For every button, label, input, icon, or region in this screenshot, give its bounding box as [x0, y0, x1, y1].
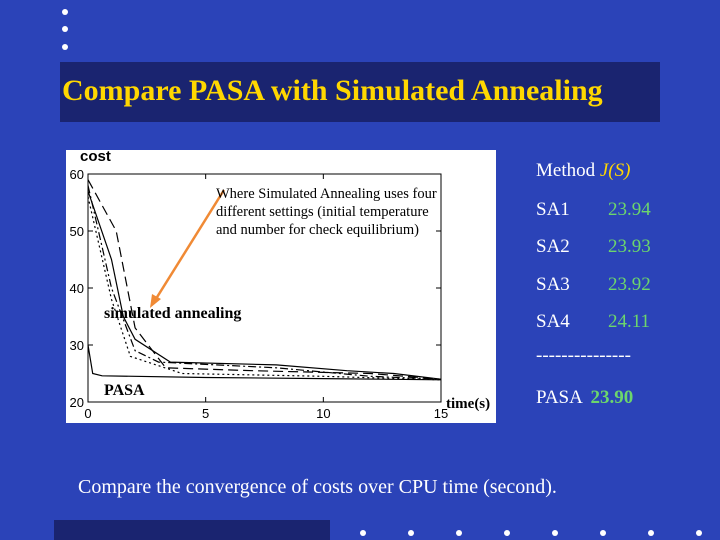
result-value: 24.11 — [608, 311, 651, 332]
decor-dot — [62, 26, 68, 32]
decor-dot — [62, 9, 68, 15]
slide-title: Compare PASA with Simulated Annealing — [62, 74, 603, 107]
pasa-label: PASA — [104, 382, 145, 399]
y-tick-label: 20 — [70, 395, 84, 410]
table-separator: --------------- — [536, 345, 631, 366]
result-method: SA3 — [536, 274, 570, 295]
slide-caption: Compare the convergence of costs over CP… — [78, 476, 557, 498]
footer-bar — [54, 520, 330, 540]
result-row: SA4 — [536, 311, 570, 333]
decor-dot — [696, 530, 702, 536]
chart-callout: Where Simulated Annealing uses four diff… — [216, 186, 437, 238]
simulated-annealing-label: simulated annealing — [104, 305, 242, 322]
chart-canvas: 20 30 40 50 60 0 5 10 15 — [70, 167, 449, 421]
result-method: SA1 — [536, 199, 570, 220]
result-row: SA1 — [536, 199, 570, 221]
decor-dot — [408, 530, 414, 536]
callout-arrow — [152, 189, 226, 303]
callout-arrowhead — [150, 294, 161, 308]
series-line — [87, 179, 442, 380]
title-bar — [60, 62, 660, 122]
y-tick-label: 50 — [70, 224, 84, 239]
decor-dot — [360, 530, 366, 536]
result-row: SA2 — [536, 236, 570, 258]
convergence-chart: 20 30 40 50 60 0 5 10 15 cost time(s) Where Simu… — [66, 148, 496, 423]
table-header: Method J(S) — [536, 160, 630, 182]
result-row: SA3 — [536, 274, 570, 296]
result-value: 23.93 — [608, 236, 651, 257]
x-tick-label: 5 — [202, 406, 209, 421]
series-line — [87, 196, 442, 381]
result-method: SA2 — [536, 236, 570, 257]
series-line — [87, 185, 442, 380]
y-tick-label: 60 — [70, 167, 84, 182]
header-metric: J(S) — [599, 160, 631, 181]
pasa-method: PASA — [536, 387, 582, 408]
x-tick-label: 0 — [84, 406, 91, 421]
decor-dot — [504, 530, 510, 536]
header-method: Method — [536, 160, 596, 181]
result-value: 23.92 — [608, 274, 651, 295]
decor-dot — [62, 44, 68, 50]
decor-dot — [648, 530, 654, 536]
x-tick-label: 10 — [316, 406, 330, 421]
x-axis-label: time(s) — [446, 396, 491, 412]
decor-dot — [456, 530, 462, 536]
series-line — [87, 344, 442, 381]
result-method: SA4 — [536, 311, 570, 332]
decor-dot — [552, 530, 558, 536]
pasa-row: PASA 23.90 — [536, 387, 633, 409]
x-tick-label: 15 — [434, 406, 448, 421]
y-tick-label: 40 — [70, 281, 84, 296]
result-value: 23.94 — [608, 199, 651, 220]
decor-dot — [600, 530, 606, 536]
y-tick-label: 30 — [70, 338, 84, 353]
pasa-value: 23.90 — [590, 387, 634, 408]
y-axis-label: cost — [80, 148, 111, 165]
